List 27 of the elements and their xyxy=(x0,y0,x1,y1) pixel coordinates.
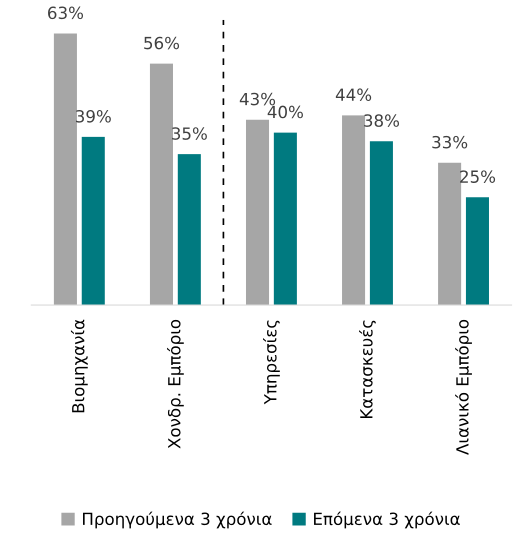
bar xyxy=(466,197,489,306)
bar xyxy=(342,115,366,306)
data-label: 44% xyxy=(336,88,372,102)
bar xyxy=(82,136,105,306)
data-label: 39% xyxy=(76,110,111,123)
x-tick-label: Υπηρεσίες xyxy=(263,320,280,404)
bar xyxy=(438,162,462,306)
x-tick-label: Λιανικό Εμπόριο xyxy=(455,320,472,455)
x-tick-label: Χονδρ. Εμπόριο xyxy=(166,320,184,449)
data-label: 43% xyxy=(240,92,276,106)
data-label: 38% xyxy=(364,114,400,127)
data-label: 35% xyxy=(172,127,207,140)
x-tick-label: Βιομηχανία xyxy=(70,320,88,412)
data-label: 56% xyxy=(144,36,180,50)
bar xyxy=(246,120,270,306)
bar xyxy=(370,141,393,306)
legend-label: Προηγούμενα 3 χρόνια xyxy=(83,512,272,528)
bar xyxy=(178,154,201,306)
bar xyxy=(274,132,297,306)
data-label: 63% xyxy=(48,6,84,20)
x-tick-label: Κατασκευές xyxy=(359,320,376,418)
data-label: 40% xyxy=(268,106,303,118)
data-label: 25% xyxy=(460,170,496,183)
bar xyxy=(150,64,173,306)
bar xyxy=(54,33,77,306)
legend-label: Επόμενα 3 χρόνια xyxy=(314,512,460,528)
data-label: 33% xyxy=(432,136,468,148)
